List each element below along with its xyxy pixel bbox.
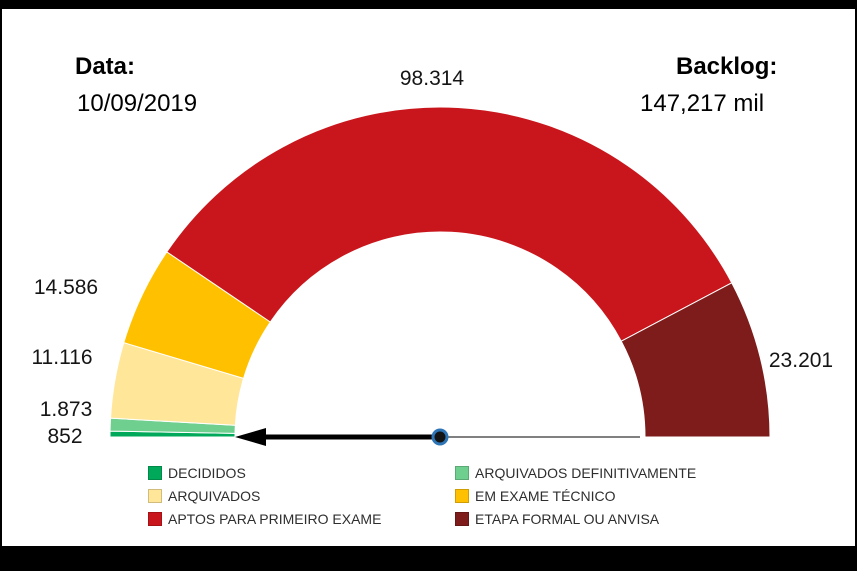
legend-item-em-exame-tecnico: EM EXAME TÉCNICO bbox=[455, 488, 696, 504]
legend-item-arquivados: ARQUIVADOS bbox=[148, 488, 455, 504]
legend-swatch-etapa-formal-ou-anvisa bbox=[455, 511, 469, 526]
left-border bbox=[0, 0, 2, 571]
legend-item-decididos: DECIDIDOS bbox=[148, 465, 455, 481]
gauge-segment-etapa-formal-ou-anvisa bbox=[620, 282, 771, 438]
legend-label-arquivados: ARQUIVADOS bbox=[168, 487, 261, 504]
legend-item-etapa-formal-ou-anvisa: ETAPA FORMAL OU ANVISA bbox=[455, 511, 696, 527]
gauge-segment-aptos-para-primeiro-exame bbox=[166, 106, 733, 342]
backlog-label: Backlog: bbox=[676, 53, 778, 80]
legend-swatch-arquivados bbox=[148, 488, 162, 503]
backlog-value: 147,217 mil bbox=[640, 90, 765, 117]
legend-swatch-decididos bbox=[148, 465, 162, 480]
needle-arrowhead bbox=[235, 428, 266, 446]
gauge-needle bbox=[235, 428, 640, 446]
bottom-letterbox-bar bbox=[0, 546, 857, 571]
gauge-segments bbox=[109, 106, 771, 438]
legend-swatch-em-exame-tecnico bbox=[455, 488, 469, 503]
date-label: Data: bbox=[75, 53, 136, 80]
legend-swatch-arquivados-definitivamente bbox=[455, 465, 469, 480]
gauge-label-aptos-para-primeiro-exame: 98.314 bbox=[399, 67, 465, 90]
gauge-label-em-exame-tecnico: 14.586 bbox=[33, 276, 99, 299]
legend-item-aptos-para-primeiro-exame: APTOS PARA PRIMEIRO EXAME bbox=[148, 511, 455, 527]
top-letterbox-bar bbox=[0, 0, 857, 9]
legend-label-arquivados-definitivamente: ARQUIVADOS DEFINITIVAMENTE bbox=[475, 464, 697, 481]
legend-label-em-exame-tecnico: EM EXAME TÉCNICO bbox=[475, 487, 616, 504]
gauge-label-decididos: 852 bbox=[47, 425, 83, 448]
legend-label-etapa-formal-ou-anvisa: ETAPA FORMAL OU ANVISA bbox=[475, 510, 660, 527]
legend-swatch-aptos-para-primeiro-exame bbox=[148, 511, 162, 526]
needle-pivot bbox=[431, 428, 449, 446]
gauge-label-arquivados-definitivamente: 1.873 bbox=[39, 398, 93, 421]
gauge-label-etapa-formal-ou-anvisa: 23.201 bbox=[768, 349, 834, 372]
legend-label-decididos: DECIDIDOS bbox=[168, 464, 246, 481]
gauge-label-arquivados: 11.116 bbox=[31, 346, 93, 369]
legend-label-aptos-para-primeiro-exame: APTOS PARA PRIMEIRO EXAME bbox=[168, 510, 382, 527]
legend-item-arquivados-definitivamente: ARQUIVADOS DEFINITIVAMENTE bbox=[455, 465, 696, 481]
date-value: 10/09/2019 bbox=[77, 90, 198, 117]
right-border bbox=[855, 0, 857, 571]
legend: DECIDIDOS ARQUIVADOS DEFINITIVAMENTE ARQ… bbox=[148, 461, 696, 530]
